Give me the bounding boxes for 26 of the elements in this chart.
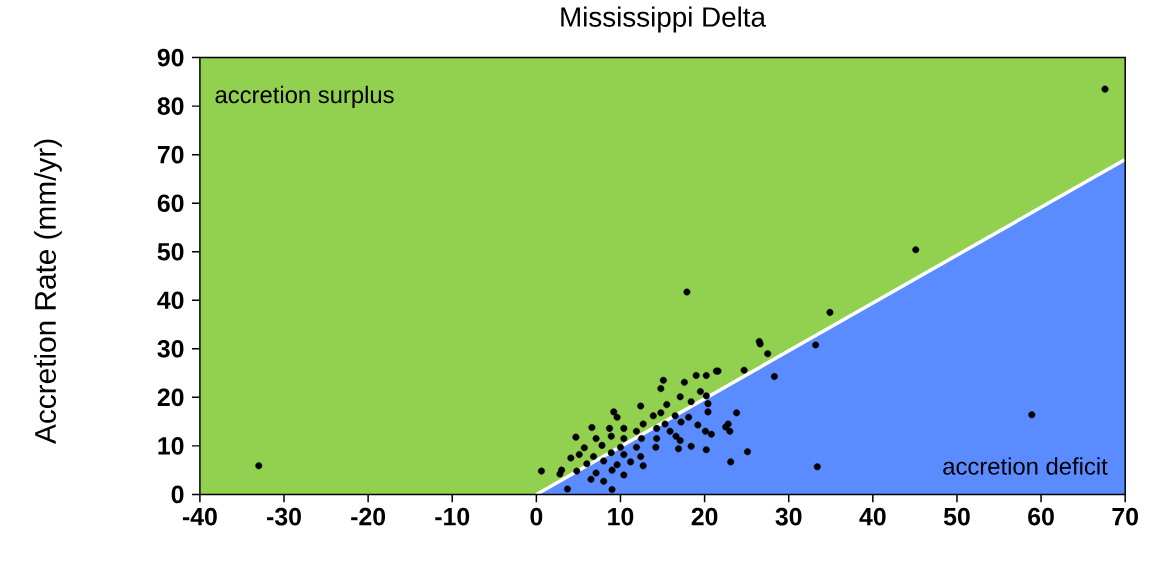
- y-tick-label: 20: [157, 388, 184, 407]
- x-tick-label: -20: [351, 507, 386, 526]
- x-tick-label: 0: [530, 507, 543, 526]
- y-tick-label: 50: [157, 243, 184, 261]
- x-tick-label: 60: [1028, 507, 1054, 526]
- y-tick-label: 10: [158, 437, 184, 455]
- x-tick-label: -10: [435, 507, 470, 526]
- x-tick-label: 70: [1112, 507, 1138, 526]
- y-tick-label: 30: [157, 340, 184, 358]
- annotation: accretion surplus: [215, 85, 394, 109]
- x-tick-label: -30: [267, 507, 301, 526]
- x-tick-label: 30: [775, 507, 802, 526]
- chart-title: Mississippi Delta: [561, 6, 766, 33]
- x-tick-label: 50: [943, 507, 970, 526]
- y-tick-label: 60: [157, 194, 184, 213]
- y-tick-label: 40: [157, 291, 184, 310]
- y-axis-title: Accretion Rate (mm/yr): [34, 139, 62, 444]
- x-tick-label: 10: [608, 507, 634, 526]
- y-tick-label: 90: [157, 48, 184, 67]
- x-tick-label: 40: [859, 507, 886, 526]
- x-tick-label: 20: [691, 507, 718, 526]
- x-tick-label: -40: [182, 507, 217, 526]
- annotation: accretion deficit: [943, 457, 1108, 475]
- y-tick-label: 80: [157, 97, 184, 115]
- y-tick-label: 70: [157, 145, 184, 164]
- y-tick-label: 0: [171, 485, 184, 504]
